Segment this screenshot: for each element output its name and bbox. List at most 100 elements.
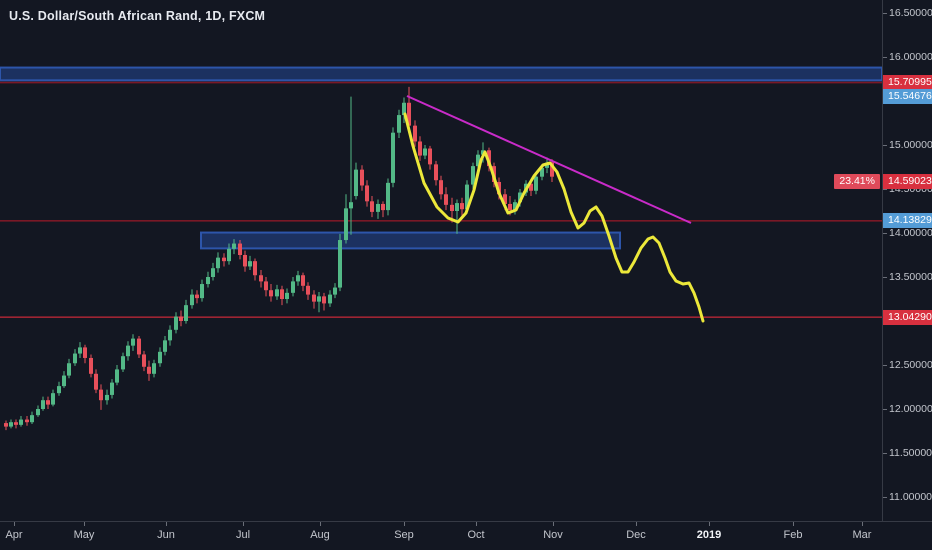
candle-down bbox=[280, 289, 284, 299]
trendline-drawing[interactable] bbox=[406, 95, 692, 224]
candle-up bbox=[513, 202, 517, 211]
time-axis-label: May bbox=[73, 529, 95, 541]
price-axis-tick bbox=[883, 233, 887, 234]
candle-up bbox=[73, 353, 77, 364]
candle-down bbox=[259, 275, 263, 282]
price-axis-label: 12.50000 bbox=[889, 359, 932, 371]
candle-down bbox=[137, 338, 141, 355]
candle-down bbox=[550, 162, 554, 177]
price-axis-tick bbox=[883, 409, 887, 410]
candle-up bbox=[57, 386, 61, 394]
candle-up bbox=[540, 167, 544, 177]
candle-down bbox=[25, 419, 29, 423]
price-badge-blue: 14.13829 bbox=[883, 213, 932, 229]
candle-down bbox=[360, 169, 364, 186]
time-axis-label: Jun bbox=[157, 529, 175, 541]
demand-zone-mid[interactable] bbox=[200, 231, 621, 250]
candle-up bbox=[534, 176, 538, 191]
time-axis-tick bbox=[320, 522, 321, 526]
chart-pane[interactable]: U.S. Dollar/South African Rand, 1D, FXCM… bbox=[0, 0, 882, 521]
time-axis-tick bbox=[709, 522, 710, 526]
candle-down bbox=[365, 185, 369, 202]
candle-down bbox=[253, 261, 257, 276]
candle-up bbox=[174, 316, 178, 330]
price-axis[interactable]: 16.50000 16.00000 15.00000 14.50000 14.00000… bbox=[882, 0, 932, 521]
time-axis-tick bbox=[404, 522, 405, 526]
candle-up bbox=[232, 243, 236, 249]
time-axis-label: Oct bbox=[467, 529, 485, 541]
candle-up bbox=[518, 192, 522, 203]
candle-down bbox=[370, 201, 374, 212]
projection-path-drawing[interactable] bbox=[403, 112, 705, 323]
candle-up bbox=[163, 340, 167, 352]
candle-down bbox=[418, 141, 422, 156]
candle-down bbox=[83, 347, 87, 358]
candle-down bbox=[264, 281, 268, 291]
candle-down bbox=[434, 164, 438, 181]
time-axis-tick bbox=[636, 522, 637, 526]
candle-down bbox=[222, 257, 226, 262]
candle-up bbox=[152, 363, 156, 374]
time-axis-tick bbox=[14, 522, 15, 526]
time-axis-tick bbox=[476, 522, 477, 526]
time-axis-label: Mar bbox=[852, 529, 872, 541]
price-badge-red: 13.04290 bbox=[883, 309, 932, 325]
price-axis-label: 13.50000 bbox=[889, 271, 932, 283]
candle-up bbox=[349, 202, 353, 209]
price-axis-tick bbox=[883, 453, 887, 454]
time-axis-label: Jul bbox=[235, 529, 251, 541]
candle-up bbox=[121, 356, 125, 370]
candle-up bbox=[344, 208, 348, 241]
candle-down bbox=[529, 183, 533, 191]
candle-up bbox=[471, 166, 475, 185]
candle-up bbox=[291, 281, 295, 293]
candle-up bbox=[9, 422, 13, 427]
candle-up bbox=[158, 351, 162, 364]
candle-down bbox=[46, 400, 50, 405]
candle-up bbox=[328, 294, 332, 304]
candle-down bbox=[14, 422, 18, 425]
candle-up bbox=[184, 305, 188, 321]
price-axis-tick bbox=[883, 13, 887, 14]
candle-down bbox=[439, 180, 443, 195]
time-axis-label: Dec bbox=[626, 529, 646, 541]
candle-down bbox=[147, 366, 151, 374]
candle-up bbox=[206, 277, 210, 285]
price-axis-tick bbox=[883, 277, 887, 278]
fib-percent-badge: 23.41% bbox=[834, 173, 880, 189]
candle-up bbox=[317, 296, 321, 302]
price-axis-label: 11.50000 bbox=[889, 447, 932, 459]
price-axis-label: 11.00000 bbox=[889, 491, 932, 503]
price-axis-label: 14.00000 bbox=[889, 227, 932, 239]
candle-up bbox=[62, 375, 66, 387]
candle-up bbox=[51, 393, 55, 405]
time-axis[interactable]: Apr May Jun Jul Aug Sep Oct Nov Dec 2019 Feb Mar bbox=[0, 521, 932, 550]
candle-up bbox=[248, 261, 252, 267]
candle-up bbox=[296, 275, 300, 282]
candle-down bbox=[306, 285, 310, 295]
candle-down bbox=[142, 354, 146, 367]
candle-down bbox=[487, 150, 491, 167]
price-axis-tick bbox=[883, 145, 887, 146]
candle-down bbox=[99, 389, 103, 401]
candle-down bbox=[322, 296, 326, 304]
candle-up bbox=[211, 268, 215, 277]
time-axis-label: Sep bbox=[394, 529, 414, 541]
candle-down bbox=[381, 203, 385, 211]
time-axis-tick bbox=[243, 522, 244, 526]
time-axis-tick bbox=[793, 522, 794, 526]
time-axis-label: Apr bbox=[5, 529, 23, 541]
supply-zone-top[interactable] bbox=[0, 66, 882, 82]
candle-down bbox=[450, 204, 454, 211]
candle-down bbox=[407, 102, 411, 126]
candle-up bbox=[200, 284, 204, 299]
symbol-title: U.S. Dollar/South African Rand, 1D, FXCM bbox=[9, 9, 266, 23]
candle-down bbox=[301, 275, 305, 286]
candle-up bbox=[481, 150, 485, 155]
time-axis-label: Nov bbox=[543, 529, 563, 541]
candle-up bbox=[275, 289, 279, 297]
candle-down bbox=[89, 357, 93, 374]
time-axis-label: 2019 bbox=[696, 529, 722, 541]
candle-down bbox=[413, 125, 417, 142]
candle-up bbox=[190, 294, 194, 306]
